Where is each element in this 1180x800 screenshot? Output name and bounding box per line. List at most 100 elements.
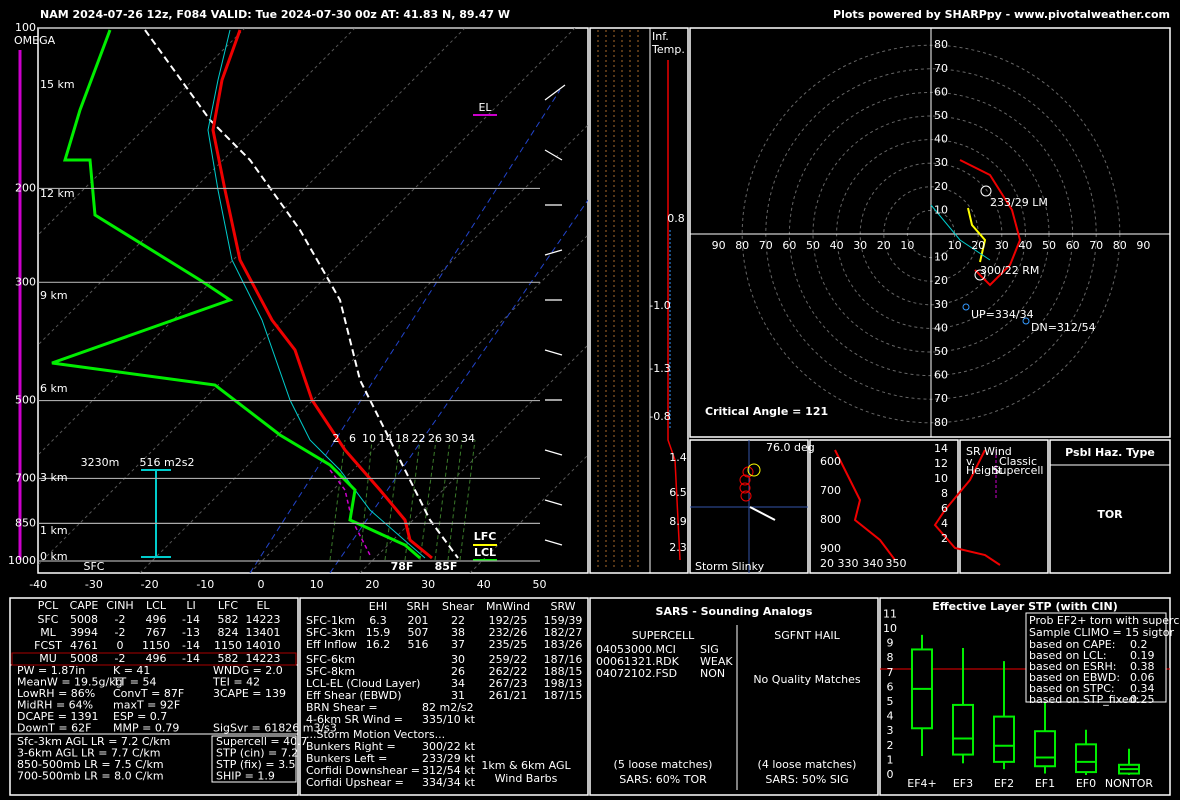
axis-label: 70 (759, 239, 773, 252)
axis-label: 30 (853, 239, 867, 252)
axis-label: 30 (995, 239, 1009, 252)
inferred-temp: -1.3 (649, 362, 670, 375)
height-label: 3 km (40, 471, 68, 484)
rm-label: 300/22 RM (980, 264, 1039, 277)
parcel-header: CINH (106, 599, 133, 612)
theta-label: 20 330 (820, 557, 859, 570)
inferred-temp: 0.8 (667, 212, 685, 225)
param: Supercell = 40.7 (216, 735, 308, 748)
srw-note: Supercell (993, 464, 1044, 477)
parcel-cell: -14 (182, 613, 200, 626)
lapse-rate: 850-500mb LR = 7.5 C/km (17, 758, 164, 771)
parcel-cell: 5008 (70, 613, 98, 626)
kin-cell: 34 (451, 677, 465, 690)
index: DownT = 62F (17, 722, 91, 735)
parcel-cell: 14223 (246, 613, 281, 626)
kin-label: Corfidi Upshear = (306, 776, 404, 789)
kin-cell: 31 (451, 689, 465, 702)
parcel-cell: 14010 (246, 639, 281, 652)
box (1034, 730, 1056, 768)
credit: Plots powered by SHARPpy - www.pivotalwe… (833, 8, 1170, 21)
axis-label: 80 (735, 239, 749, 252)
kin-cell: 267/23 (489, 677, 528, 690)
temp-tick: -20 (141, 578, 159, 591)
parcel-header: LI (186, 599, 195, 612)
kin-label: SFC-8km (306, 665, 355, 678)
axis-label: 60 (782, 239, 796, 252)
pressure-label: 200 (15, 181, 36, 194)
height-label: 12 km (40, 187, 75, 200)
parcel-cell: 496 (146, 613, 167, 626)
lapse-rate: 3-6km AGL LR = 7.7 C/km (17, 747, 160, 760)
parcel-cell: 5008 (70, 652, 98, 665)
index: K = 41 (113, 664, 150, 677)
stp-legend: based on STPC: (1029, 682, 1115, 695)
parcel-cell: 1150 (214, 639, 242, 652)
inf-title: Inf. (652, 30, 669, 43)
param: STP (fix) = 3.5 (216, 758, 296, 771)
kin-label: SFC-6km (306, 653, 355, 666)
stp-category: NONTOR (1105, 777, 1153, 790)
pressure-label: 300 (15, 275, 36, 288)
barb-note: Wind Barbs (495, 772, 558, 785)
ring-label: 10 (934, 203, 948, 216)
mixing-ratio: 14 (379, 432, 393, 445)
box (952, 703, 974, 756)
kin-cell: 37 (451, 638, 465, 651)
kin-header: EHI (369, 600, 387, 613)
temp-tick: 0 (258, 578, 265, 591)
stp-tick: 6 (887, 680, 894, 693)
inferred-temp: 2.3 (669, 541, 687, 554)
theta-pressure: 600 (820, 455, 841, 468)
srw-note: Classic (999, 455, 1037, 468)
sars-match: 00061321.RDK (596, 655, 680, 668)
kin-header: Shear (442, 600, 474, 613)
mixing-ratio: 26 (428, 432, 442, 445)
height-label: 0 km (40, 550, 68, 563)
sars-title: SARS - Sounding Analogs (656, 605, 813, 618)
kin-cell: 192/25 (489, 614, 528, 627)
kin-label: Bunkers Left = (306, 752, 387, 765)
stp-legend: based on STP_fixed: (1029, 693, 1139, 706)
eff-top: 3230m (81, 456, 120, 469)
axis-label: 10 (948, 239, 962, 252)
mixing-ratio: 2 (333, 432, 340, 445)
stp-legend-value: 0.25 (1130, 693, 1155, 706)
theta-pressure: 800 (820, 513, 841, 526)
kin-cell: 187/16 (544, 653, 583, 666)
kin-cell: 22 (451, 614, 465, 627)
parcel-cell: FCST (34, 639, 62, 652)
parcel-header: EL (256, 599, 270, 612)
index: maxT = 92F (113, 699, 180, 712)
temp-tick: -10 (196, 578, 214, 591)
stp-legend: Sample CLIMO = 15 sigtor (1029, 626, 1174, 639)
inferred-temp: 1.4 (669, 451, 687, 464)
hazard-title: Psbl Haz. Type (1065, 446, 1155, 459)
pressure-label: 100 (15, 21, 36, 34)
mixing-ratio: 34 (461, 432, 475, 445)
temp-tick: 10 (310, 578, 324, 591)
parcel-cell: 3994 (70, 626, 98, 639)
mixing-ratio: 18 (395, 432, 409, 445)
theta-pressure: 900 (820, 542, 841, 555)
stp-tick: 10 (883, 622, 897, 635)
temp-tick: -30 (85, 578, 103, 591)
parcel-cell: -2 (115, 613, 126, 626)
slinky-title: Storm Slinky (695, 560, 765, 573)
parcel-cell: SFC (38, 613, 59, 626)
parcel-cell: 13401 (246, 626, 281, 639)
box (1075, 743, 1097, 774)
srw-title: v. (966, 455, 975, 468)
stp-tick: 9 (887, 637, 894, 650)
axis-label: 20 (877, 239, 891, 252)
parcel-cell: 582 (218, 652, 239, 665)
ring-label: 60 (934, 369, 948, 382)
inferred-temp: -1.0 (649, 299, 670, 312)
kin-cell: 201 (408, 614, 429, 627)
mixing-ratio: 30 (445, 432, 459, 445)
kin-value: 233/29 kt (422, 752, 476, 765)
index: LowRH = 86% (17, 687, 95, 700)
pressure-label: 1000 (8, 554, 36, 567)
kin-header: SRW (550, 600, 575, 613)
